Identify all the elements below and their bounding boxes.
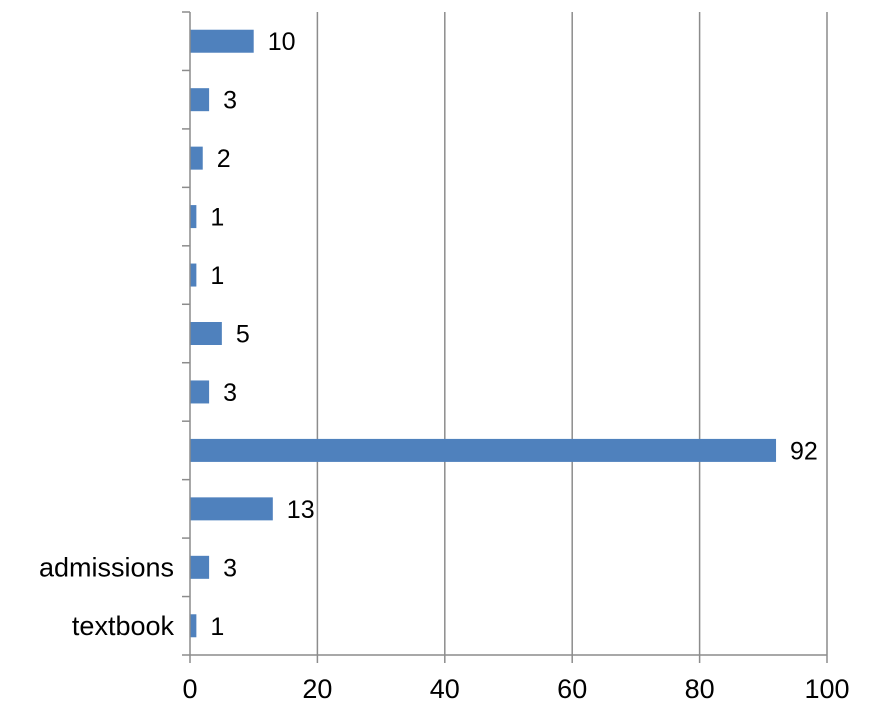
x-tick-label: 60 <box>557 674 587 704</box>
x-tick-label: 0 <box>182 674 197 704</box>
data-label: 1 <box>210 204 224 232</box>
bars <box>190 29 777 638</box>
data-label: 3 <box>223 87 237 115</box>
data-label: 3 <box>223 379 237 407</box>
axes <box>182 11 828 663</box>
gridlines <box>316 12 828 655</box>
data-label: 13 <box>287 496 315 524</box>
category-label: admissions <box>39 552 174 582</box>
labels: 0 20 40 60 80 1001textbook3admissions13923511… <box>39 28 850 704</box>
x-tick-label: 40 <box>430 674 460 704</box>
data-label: 2 <box>217 145 231 173</box>
bar <box>190 438 777 462</box>
bar <box>190 555 210 579</box>
data-label: 10 <box>268 28 296 56</box>
bar <box>190 29 254 53</box>
bar <box>190 263 197 287</box>
bar <box>190 146 203 170</box>
bar <box>190 380 210 404</box>
data-label: 1 <box>210 262 224 290</box>
x-tick-label: 80 <box>685 674 715 704</box>
bar <box>190 614 197 638</box>
category-label: textbook <box>72 611 175 641</box>
data-label: 3 <box>223 554 237 582</box>
x-tick-label: 100 <box>804 674 849 704</box>
x-tick-label: 20 <box>302 674 332 704</box>
bar <box>190 205 197 229</box>
bar <box>190 88 210 112</box>
bar <box>190 322 222 345</box>
data-label: 1 <box>210 613 224 641</box>
data-label: 5 <box>236 321 250 349</box>
data-label: 92 <box>790 437 818 465</box>
bar <box>190 497 273 521</box>
